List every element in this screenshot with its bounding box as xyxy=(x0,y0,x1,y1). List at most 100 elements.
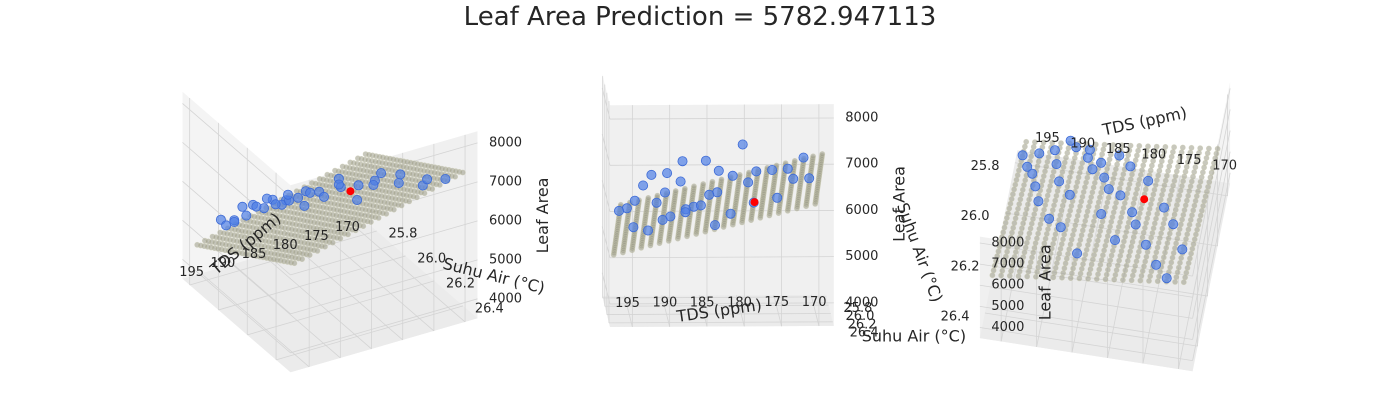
data-point xyxy=(614,205,625,216)
surface-mesh-point xyxy=(1191,236,1198,243)
data-point xyxy=(305,187,316,198)
surface-mesh-point xyxy=(1168,259,1175,266)
surface-mesh-point xyxy=(1071,260,1078,267)
surface-mesh-point xyxy=(1159,191,1165,198)
surface-mesh-point xyxy=(1188,144,1195,151)
prediction-point xyxy=(346,187,355,196)
surface-mesh-point xyxy=(1134,253,1141,260)
surface-mesh-point xyxy=(421,190,428,197)
grid-line-z xyxy=(1192,151,1231,340)
surface-mesh-point xyxy=(1091,218,1097,225)
surface-mesh-point xyxy=(1012,181,1019,188)
surface-mesh-point xyxy=(1161,216,1168,222)
surface-mesh-point xyxy=(1107,257,1114,264)
surface-mesh-point xyxy=(1139,167,1145,173)
data-point xyxy=(651,197,662,208)
surface-mesh-point xyxy=(1114,161,1120,168)
data-point xyxy=(1017,150,1028,161)
x-tick-label: 25.8 xyxy=(388,227,417,242)
surface-mesh-point xyxy=(1097,228,1104,234)
surface-mesh-point xyxy=(1089,223,1096,229)
surface-mesh-point xyxy=(1027,225,1034,232)
surface-mesh-point xyxy=(1133,190,1139,197)
surface-mesh-point xyxy=(1022,210,1029,217)
surface-mesh-point xyxy=(398,202,405,209)
surface-mesh-point xyxy=(1173,274,1180,280)
y-tick-label: 190 xyxy=(210,256,235,271)
surface-mesh-point xyxy=(345,231,351,238)
data-point xyxy=(743,177,754,188)
surface-mesh-point xyxy=(1146,205,1153,212)
surface-mesh-point xyxy=(1099,151,1105,158)
surface-mesh-point xyxy=(1097,194,1103,201)
data-point xyxy=(1071,142,1082,153)
surface-mesh-point xyxy=(1058,241,1065,247)
surface-mesh-point xyxy=(1184,197,1190,204)
surface-mesh-point xyxy=(1112,271,1119,278)
data-point xyxy=(1168,219,1179,230)
surface-mesh-point xyxy=(1102,276,1109,283)
surface-mesh-point xyxy=(436,181,443,188)
y-tick-label: 175 xyxy=(1177,153,1202,168)
z-tick-label: 7000 xyxy=(991,257,1024,272)
grid-line-z xyxy=(1192,130,1231,319)
surface-mesh-point xyxy=(1203,188,1210,195)
grid-line-z xyxy=(979,305,1193,340)
surface-mesh-point xyxy=(1028,153,1035,160)
surface-mesh-point xyxy=(1185,226,1192,233)
surface-mesh-point xyxy=(1096,232,1102,239)
data-point xyxy=(1099,172,1110,183)
data-point xyxy=(1022,161,1033,172)
surface-mesh-point xyxy=(1104,199,1111,206)
data-point xyxy=(333,179,344,190)
surface-mesh-point xyxy=(1046,187,1052,194)
surface-mesh-point xyxy=(1059,274,1065,281)
grid-line-z xyxy=(609,302,834,305)
surface-mesh-point xyxy=(1077,203,1083,210)
surface-mesh-point xyxy=(1136,210,1143,217)
surface-mesh-point xyxy=(682,185,688,192)
surface-mesh-point xyxy=(1026,196,1032,203)
surface-mesh-point xyxy=(1115,223,1122,230)
surface-mesh-point xyxy=(1179,183,1185,189)
surface-mesh-point xyxy=(1118,248,1125,254)
y-tick-label: 170 xyxy=(802,295,827,310)
surface-mesh-point xyxy=(1023,138,1030,145)
surface-mesh-point xyxy=(1067,241,1074,248)
surface-mesh-point xyxy=(1174,235,1181,242)
data-point xyxy=(695,200,706,211)
surface-mesh-point xyxy=(1154,244,1161,251)
surface-mesh-point xyxy=(1205,183,1211,190)
surface-mesh-point xyxy=(1148,234,1155,241)
surface-mesh-point xyxy=(1164,240,1171,246)
surface-mesh-point xyxy=(1027,191,1034,198)
surface-mesh-point xyxy=(1190,241,1197,247)
surface-mesh-point xyxy=(1086,237,1092,244)
surface-mesh-point xyxy=(1067,207,1074,214)
y-tick-label: 185 xyxy=(1106,142,1131,157)
surface-mesh-point xyxy=(1079,193,1086,200)
surface-mesh-point xyxy=(1182,274,1188,281)
data-point xyxy=(751,166,762,177)
surface-mesh-point xyxy=(1086,270,1093,277)
surface-mesh-point xyxy=(1048,178,1055,185)
surface-mesh-point xyxy=(1081,222,1087,229)
surface-mesh-point xyxy=(1136,176,1143,183)
surface-mesh-point xyxy=(1150,225,1157,232)
surface-mesh-point xyxy=(1134,152,1140,159)
panel-1: 26.426.226.025.8 170 175 180 185 190 195 4000 50… xyxy=(179,91,552,373)
data-point xyxy=(713,165,724,176)
surface-mesh-point xyxy=(1081,256,1088,263)
surface-mesh-point xyxy=(1152,182,1159,188)
surface-mesh-point xyxy=(1177,187,1184,194)
surface-mesh-point xyxy=(1049,207,1056,213)
data-point xyxy=(1114,150,1125,161)
surface-mesh-point xyxy=(1105,266,1111,273)
surface-mesh-point xyxy=(329,239,336,246)
surface-mesh-point xyxy=(1149,162,1155,169)
surface-mesh-point xyxy=(314,247,321,254)
z-tick-label: 4000 xyxy=(845,295,878,310)
surface-mesh-point xyxy=(1037,221,1044,227)
data-point xyxy=(422,174,433,185)
